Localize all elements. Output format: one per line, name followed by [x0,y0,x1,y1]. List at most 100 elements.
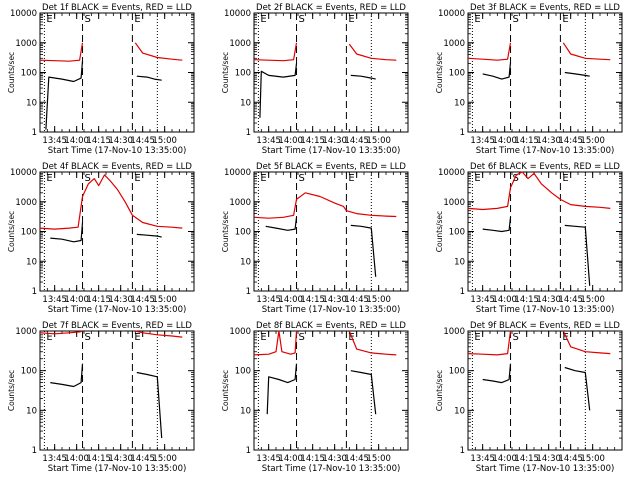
events-series-line [564,366,591,411]
y-tick-label: 10000 [10,9,37,19]
x-tick-label: 14:30 [536,295,561,305]
detector-panel: Det 8f BLACK = Events, RED = LLD 1 10 100 10… [221,321,409,474]
x-tick-label: 14:15 [514,454,539,464]
events-series-line [350,224,377,277]
marker-label: E [348,173,354,184]
events-series-line [265,217,298,231]
lld-series-line [135,330,183,338]
panel-title: Det 9f BLACK = Events, RED = LLD [470,321,620,331]
marker-label: E [562,332,568,343]
panel-title: Det 5f BLACK = Events, RED = LLD [256,162,406,172]
y-tick-label: 10 [240,98,251,108]
lld-series-line [467,42,512,61]
marker-label: S [513,332,519,343]
x-tick-label: 15:00 [366,454,391,464]
x-tick-label: 13:45 [42,136,67,146]
y-tick-label: 1 [32,446,37,456]
y-tick-label: 1000 [15,327,37,337]
y-tick-label: 1000 [443,327,465,337]
lld-series-line [348,43,397,61]
marker-label: E [474,14,480,25]
y-axis-title: Counts/sec [7,211,16,252]
detector-panel: Det 5f BLACK = Events, RED = LLD 1 10 100 10… [221,162,409,315]
y-tick-label: 10000 [438,168,465,178]
x-tick-label: 15:00 [580,295,605,305]
x-tick-label: 14:45 [558,295,583,305]
y-tick-label: 100 [235,228,251,238]
x-tick-label: 15:00 [152,454,177,464]
x-tick-label: 14:00 [278,454,303,464]
marker-label: E [260,14,266,25]
lld-series-line [467,330,512,356]
detector-panel: Det 1f BLACK = Events, RED = LLD 1 10 100 10… [7,3,195,156]
marker-label: E [562,14,568,25]
x-tick-label: 15:00 [580,454,605,464]
y-tick-label: 10 [454,406,465,416]
panel-title: Det 7f BLACK = Events, RED = LLD [42,321,192,331]
y-tick-label: 1 [460,128,465,138]
detector-panel: Det 2f BLACK = Events, RED = LLD 1 10 100 10… [221,3,409,156]
marker-label: E [474,173,480,184]
x-tick-label: 14:00 [278,295,303,305]
x-tick-label: 14:45 [130,136,155,146]
events-series-line [136,233,162,238]
y-tick-label: 100 [21,367,37,377]
events-series-line [564,71,590,77]
marker-label: E [134,14,140,25]
events-series-line [45,60,84,130]
marker-label: E [348,14,354,25]
plot-frame [253,330,409,451]
marker-label: S [299,173,305,184]
x-tick-label: 14:15 [514,136,539,146]
y-tick-label: 1 [246,128,251,138]
y-tick-label: 10000 [224,9,251,19]
y-tick-label: 1 [246,287,251,297]
x-tick-label: 14:30 [322,136,347,146]
x-tick-label: 14:00 [492,295,517,305]
x-axis-title: Start Time (17-Nov-10 13:35:00) [48,305,187,315]
x-tick-label: 13:45 [470,295,495,305]
x-tick-label: 14:45 [130,454,155,464]
x-tick-label: 15:00 [152,295,177,305]
x-tick-label: 14:30 [536,454,561,464]
x-tick-label: 14:15 [300,454,325,464]
detector-panel: Det 9f BLACK = Events, RED = LLD 1 10 100 10… [435,321,623,474]
lld-series-line [348,330,397,356]
x-axis-title: Start Time (17-Nov-10 13:35:00) [262,305,401,315]
y-tick-label: 1 [32,128,37,138]
plot-frame [467,12,623,133]
events-series-line [266,363,298,415]
x-axis-title: Start Time (17-Nov-10 13:35:00) [476,305,615,315]
y-tick-label: 100 [235,367,251,377]
events-series-line [50,222,84,243]
x-tick-label: 14:45 [344,295,369,305]
lld-series-line [467,171,611,211]
events-series-line [259,63,298,118]
marker-label: E [562,173,568,184]
plot-frame [253,171,409,292]
x-tick-label: 14:45 [344,454,369,464]
events-series-line [482,217,512,233]
x-tick-label: 14:00 [64,295,89,305]
events-series-line [136,371,163,439]
lld-series-line [39,330,83,335]
lld-series-line [253,42,298,62]
marker-label: S [513,14,519,25]
marker-label: S [513,173,519,184]
y-tick-label: 10000 [224,168,251,178]
plot-frame [39,330,195,451]
y-axis-title: Counts/sec [435,370,444,411]
x-tick-label: 15:00 [580,136,605,146]
panel-title: Det 1f BLACK = Events, RED = LLD [42,3,192,13]
x-tick-label: 14:30 [536,136,561,146]
y-tick-label: 1000 [229,198,251,208]
x-axis-title: Start Time (17-Nov-10 13:35:00) [48,146,187,156]
detector-panel: Det 7f BLACK = Events, RED = LLD 1 10 100 10… [7,321,195,474]
marker-label: S [85,14,91,25]
y-tick-label: 10 [26,257,37,267]
y-tick-label: 1000 [15,39,37,49]
y-tick-label: 1000 [443,198,465,208]
y-tick-label: 10000 [10,168,37,178]
y-tick-label: 1 [460,287,465,297]
